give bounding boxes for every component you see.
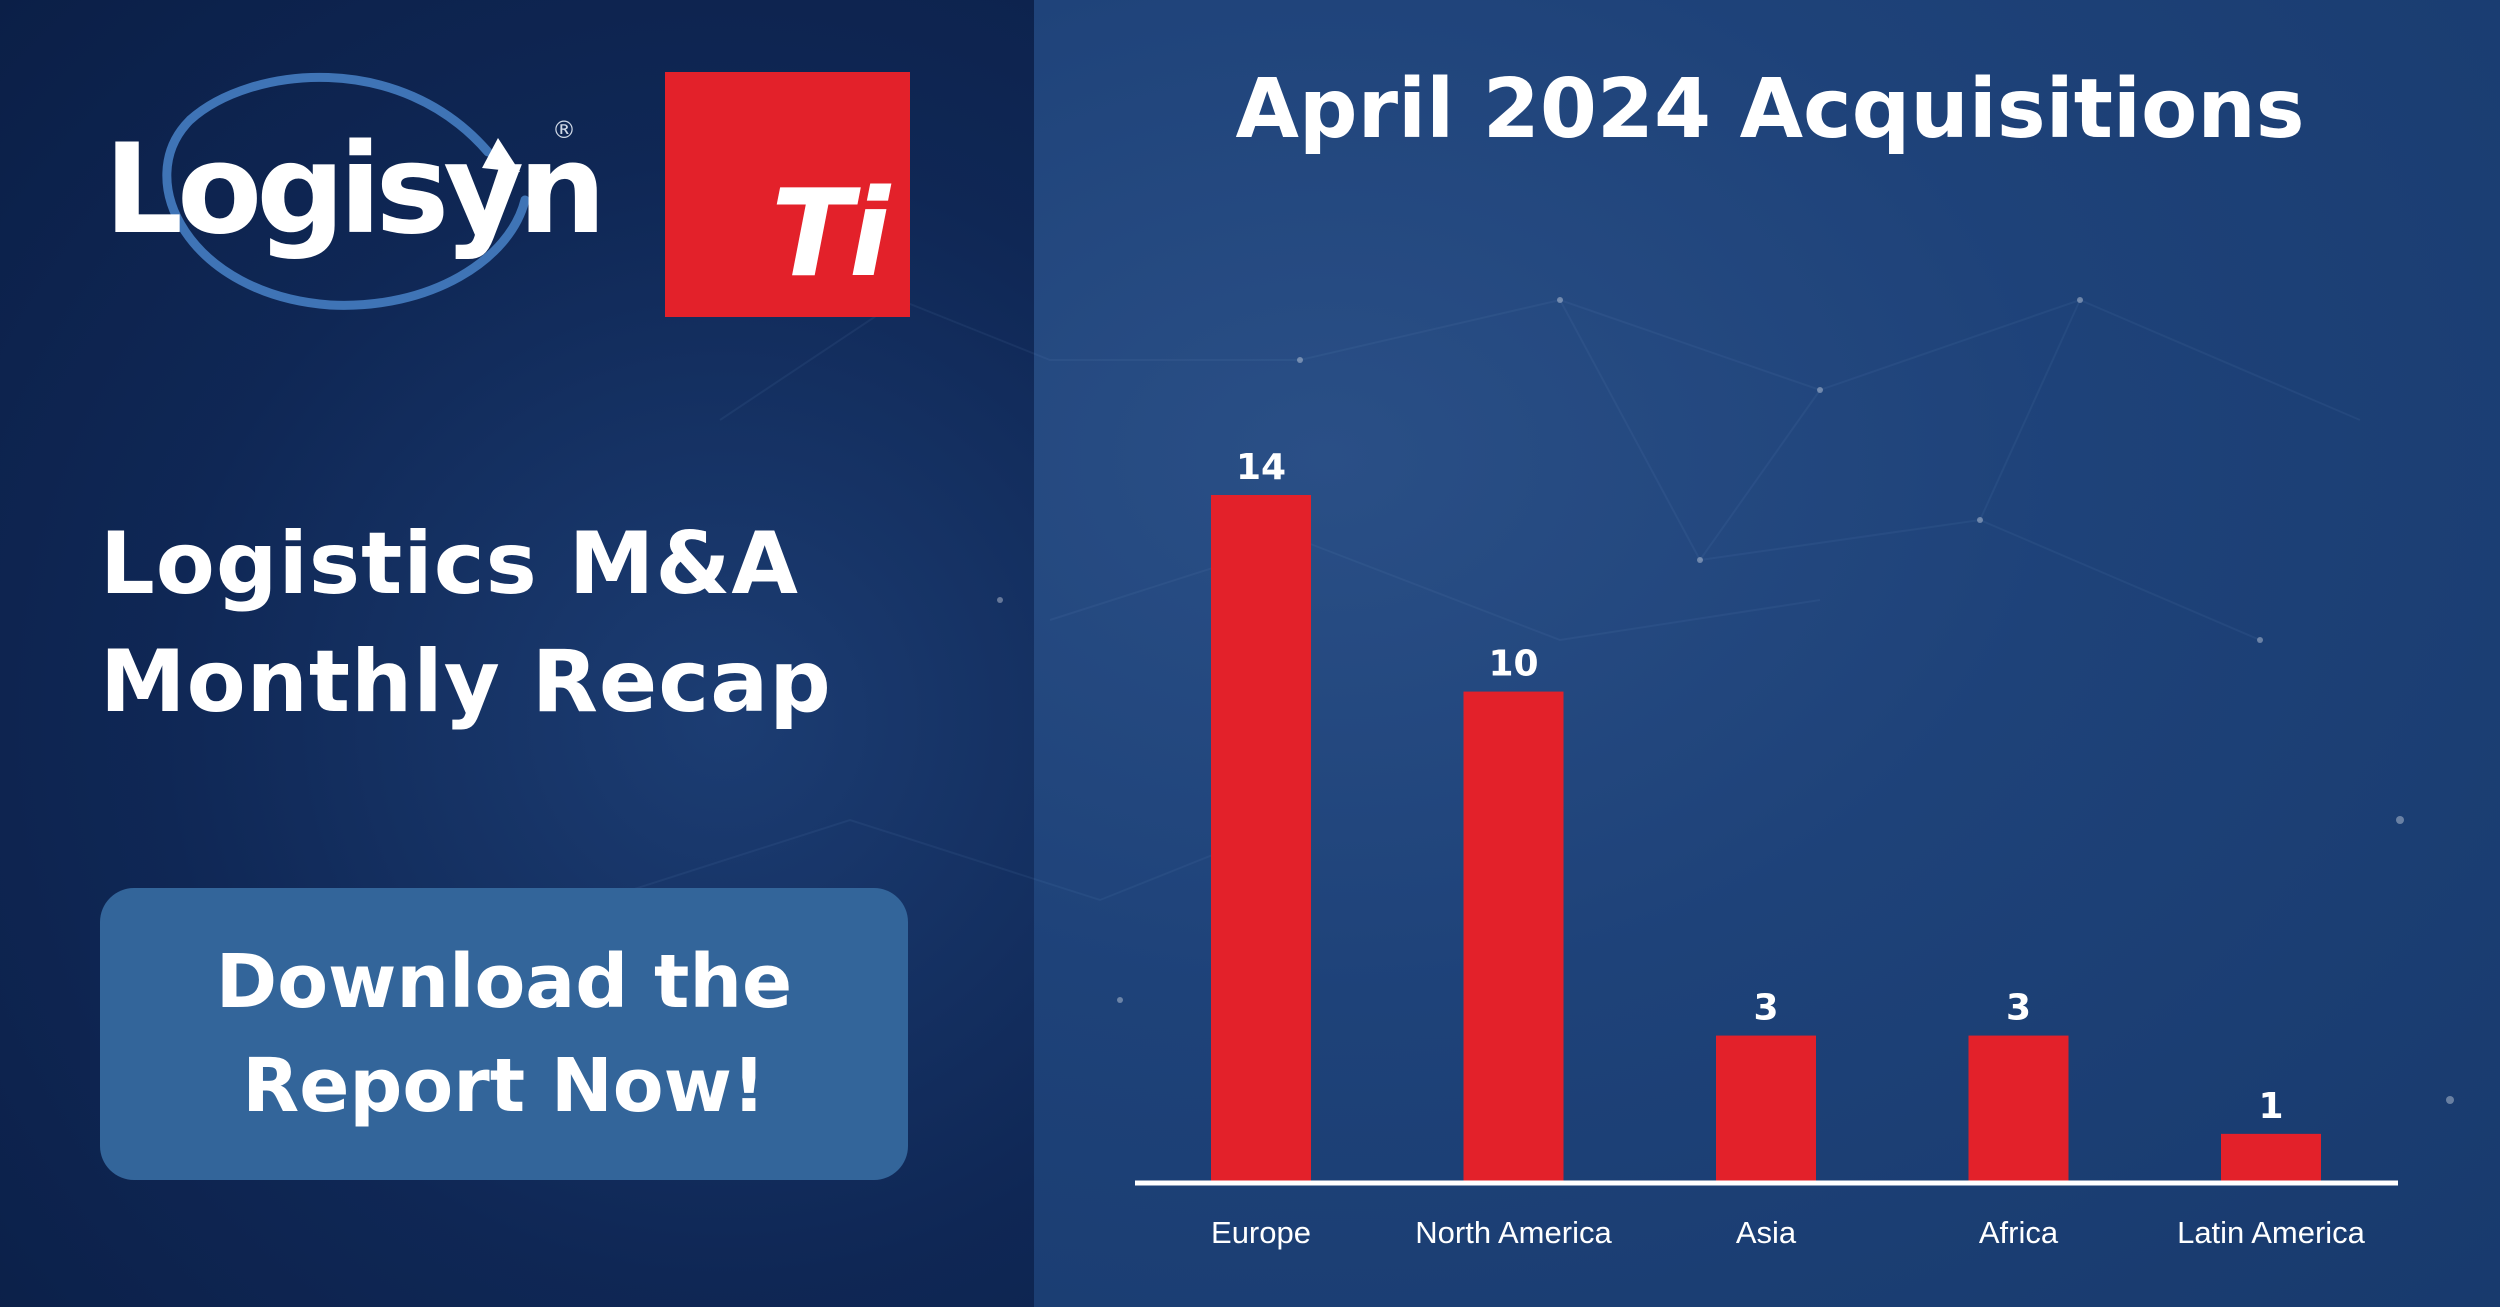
data-label-europe: 14	[1236, 447, 1286, 488]
bar-latin-america	[2221, 1133, 2321, 1183]
chart-title: April 2024 Acquisitions	[1235, 62, 2305, 157]
category-label-north-america: North America	[1415, 1215, 1612, 1250]
bar-asia	[1716, 1035, 1816, 1183]
logisyn-wordmark: Logisyn	[104, 118, 606, 262]
headline-line-1: Logistics M&A	[100, 514, 799, 614]
registered-mark: ®	[552, 116, 576, 144]
ti-logo[interactable]: Ti	[665, 72, 910, 317]
data-label-latin-america: 1	[2258, 1086, 2283, 1127]
headline-line-2: Monthly Recap	[100, 632, 832, 732]
category-label-asia: Asia	[1736, 1215, 1797, 1250]
category-label-latin-america: Latin America	[2177, 1215, 2366, 1250]
logisyn-logo[interactable]: Logisyn ®	[100, 60, 606, 330]
bar-europe	[1211, 495, 1311, 1183]
bar-north-america	[1463, 691, 1564, 1183]
ti-wordmark: Ti	[771, 165, 890, 304]
category-label-africa: Africa	[1979, 1215, 2059, 1250]
data-label-africa: 3	[2006, 988, 2031, 1029]
data-label-north-america: 10	[1488, 644, 1538, 685]
cta-line-2: Report Now!	[242, 1043, 766, 1129]
cta-line-1: Download the	[215, 939, 793, 1025]
headline: Logistics M&A Monthly Recap	[100, 505, 832, 741]
data-label-asia: 3	[1753, 988, 1778, 1029]
download-report-button[interactable]: Download the Report Now!	[100, 888, 908, 1180]
bar-africa	[1968, 1035, 2069, 1183]
logisyn-swoosh-icon	[162, 72, 530, 310]
category-label-europe: Europe	[1211, 1215, 1311, 1250]
